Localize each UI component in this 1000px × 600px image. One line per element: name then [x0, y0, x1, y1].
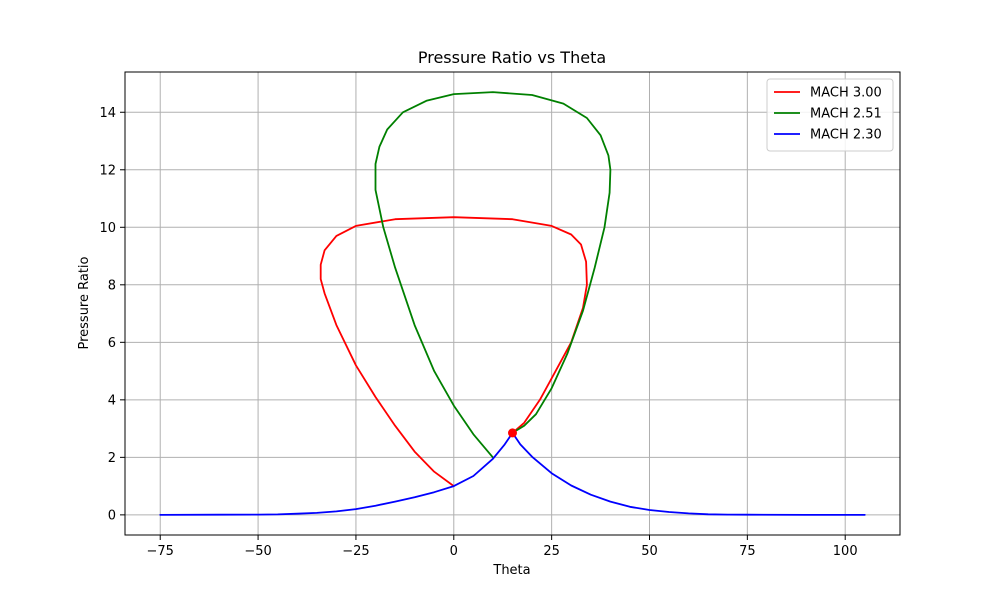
legend: MACH 3.00 MACH 2.51 MACH 2.30 [766, 78, 894, 152]
x-tick-label: −75 [147, 544, 174, 559]
series-line-mach-2-30 [159, 431, 866, 516]
x-tick-label: 25 [543, 544, 560, 559]
x-tick-label: 100 [833, 544, 858, 559]
y-tick-label: 14 [99, 106, 116, 121]
y-tick-label: 8 [108, 278, 116, 293]
legend-label: MACH 3.00 [810, 86, 882, 101]
y-tick-label: 12 [99, 163, 116, 178]
series-line-mach-2-51 [374, 91, 612, 459]
x-tick-label: 50 [641, 544, 658, 559]
y-tick-label: 10 [99, 221, 116, 236]
series-lines [159, 91, 866, 516]
x-tick-label: −50 [244, 544, 271, 559]
legend-box [766, 78, 894, 152]
y-axis-label: Pressure Ratio [77, 256, 92, 349]
x-axis-label: Theta [492, 563, 530, 578]
y-tick-label: 4 [108, 393, 116, 408]
legend-label: MACH 2.51 [810, 107, 882, 122]
axis-ticks: −75 −50 −25 0 25 50 75 100 0 2 4 6 8 10 12 14 [99, 106, 857, 559]
x-tick-label: 0 [450, 544, 458, 559]
y-tick-label: 2 [108, 451, 116, 466]
x-tick-label: 75 [739, 544, 756, 559]
x-tick-label: −25 [342, 544, 369, 559]
y-tick-label: 0 [108, 508, 116, 523]
legend-label: MACH 2.30 [810, 128, 882, 143]
plot-frame [124, 71, 901, 536]
chart-title: Pressure Ratio vs Theta [418, 48, 606, 67]
intersection-marker [508, 428, 517, 438]
y-tick-label: 6 [108, 336, 116, 351]
intersection-marker-layer [508, 428, 517, 438]
